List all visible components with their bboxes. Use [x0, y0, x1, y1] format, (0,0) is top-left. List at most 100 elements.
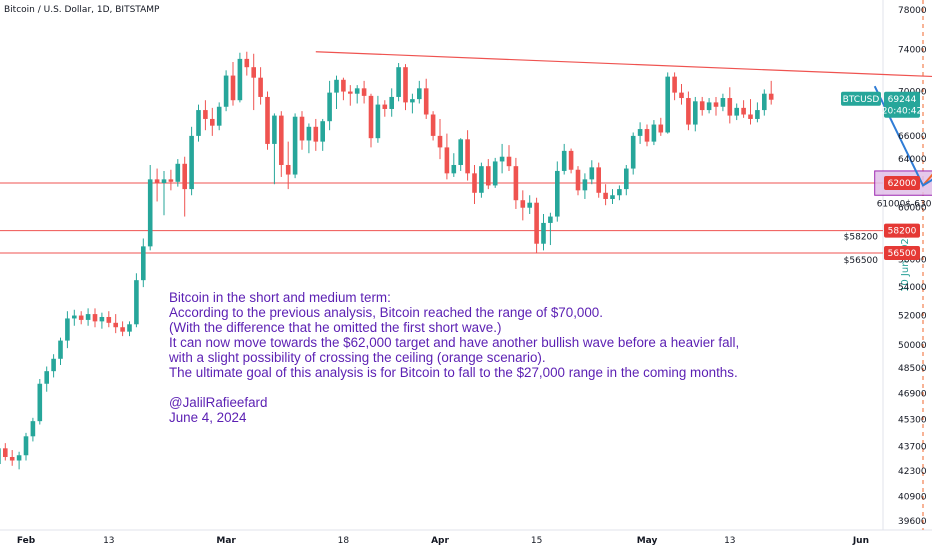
candle [582, 173, 588, 199]
x-tick-label: 15 [531, 536, 542, 546]
y-tick-label: 52000 [898, 312, 927, 322]
candle [299, 111, 305, 150]
candle-body [251, 67, 256, 78]
candle-body [458, 139, 463, 165]
x-axis: Feb13Mar18Apr15May13Jun17Jul15 [17, 536, 869, 546]
candle-body [161, 179, 167, 183]
candle-body [534, 202, 539, 244]
note-line: Bitcoin in the short and medium term: [169, 290, 391, 305]
candle-body [113, 322, 118, 328]
candle [727, 87, 733, 124]
candle [368, 93, 374, 148]
candle [348, 85, 353, 106]
candle [354, 85, 360, 104]
candle [203, 100, 208, 131]
candle-body [279, 115, 284, 165]
candle [285, 141, 291, 190]
candle-body [762, 93, 767, 111]
candle [258, 67, 263, 105]
candle [403, 64, 408, 111]
candle-body [486, 166, 491, 186]
drawings [315, 51, 932, 187]
candle-body [203, 110, 208, 119]
candle-body [92, 314, 98, 322]
candle [320, 118, 325, 151]
y-tick-label: 74000 [898, 46, 927, 56]
candle-body [334, 79, 339, 93]
candle-body [72, 315, 77, 319]
candle-body [630, 135, 636, 169]
x-tick-label: Mar [216, 536, 236, 546]
candle-body [189, 135, 194, 190]
x-tick-label: 18 [338, 536, 350, 546]
candle-body [624, 168, 629, 190]
candle [575, 166, 581, 196]
candle-body [430, 114, 436, 136]
candle-body [16, 455, 22, 461]
candle-body [396, 67, 401, 97]
candle-body [348, 91, 353, 94]
candle [624, 164, 629, 196]
candle-body [44, 371, 49, 384]
candle [768, 80, 774, 105]
candle-body [768, 93, 774, 100]
candle-body [720, 98, 726, 107]
candle [548, 212, 553, 246]
candle-body [555, 170, 560, 217]
candle [182, 156, 187, 217]
candle-body [147, 179, 153, 247]
candle-body [423, 88, 429, 115]
candle-body [589, 167, 595, 180]
candle-body [755, 110, 760, 119]
candle [3, 443, 8, 461]
candle-body [561, 150, 567, 171]
candle-body [341, 79, 346, 92]
candle-body [0, 448, 1, 465]
candle-body [603, 192, 608, 199]
y-tick-label: 66000 [898, 132, 927, 142]
x-tick-label: 13 [724, 536, 735, 546]
candle-body [175, 163, 181, 182]
candle [568, 148, 574, 174]
target-zone-label: 61000$-63000$ [877, 199, 932, 209]
horizontal-levels: $58200 $56500 [0, 182, 883, 266]
candle [472, 164, 477, 204]
candle [389, 88, 394, 117]
candle-body [306, 126, 312, 141]
candle-body [417, 88, 422, 100]
candles [0, 51, 774, 470]
level-price-tag: 62000 [884, 176, 920, 190]
price-tags: 62000 58200 56500 BTCUSD 69244 20:40:42 [841, 91, 922, 260]
candle-body [403, 67, 408, 103]
candle [223, 70, 229, 112]
note-line: According to the previous analysis, Bitc… [169, 305, 603, 320]
candle [458, 138, 463, 171]
candle [713, 96, 719, 116]
note-line: with a slight possibility of crossing th… [169, 350, 546, 365]
candle-body [506, 156, 512, 167]
candle [527, 195, 532, 215]
candle-body [513, 166, 519, 201]
candle-body [3, 448, 8, 457]
candle-body [665, 76, 670, 133]
candle-body [134, 280, 139, 325]
candle [534, 197, 539, 253]
x-tick-label: Apr [431, 536, 449, 546]
candle [99, 312, 105, 329]
level-side-label: $58200 [844, 233, 879, 243]
level-price-tag: 56500 [884, 246, 920, 260]
candle [9, 450, 15, 466]
y-tick-label: 39600 [898, 517, 927, 527]
candle [430, 111, 436, 141]
candle [30, 417, 36, 442]
y-tick-label: 43700 [898, 443, 927, 453]
candle-body [99, 316, 105, 322]
candle-body [410, 99, 415, 103]
x-tick-label: Jun [852, 536, 869, 546]
y-tick-label: 46900 [898, 389, 927, 399]
chart-title: Bitcoin / U.S. Dollar, 1D, BITSTAMP [4, 5, 160, 15]
blue-scenario-path [873, 85, 932, 187]
candle [113, 314, 118, 334]
candle-body [272, 115, 277, 144]
